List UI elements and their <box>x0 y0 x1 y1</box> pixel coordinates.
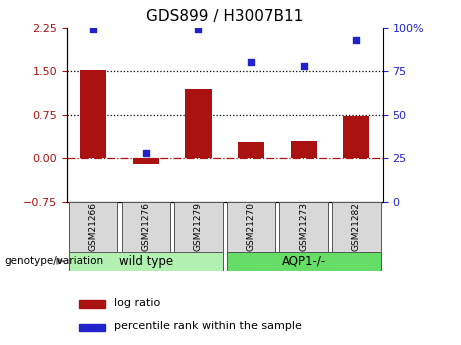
Bar <box>79 324 105 331</box>
Bar <box>343 117 369 158</box>
Text: genotype/variation: genotype/variation <box>5 256 104 266</box>
Text: GSM21282: GSM21282 <box>352 203 361 251</box>
Bar <box>79 300 105 307</box>
Point <box>248 60 255 65</box>
Text: percentile rank within the sample: percentile rank within the sample <box>114 321 302 331</box>
Text: log ratio: log ratio <box>114 297 160 307</box>
Point <box>195 27 202 32</box>
Bar <box>290 141 317 158</box>
Bar <box>133 158 159 164</box>
Text: GSM21273: GSM21273 <box>299 202 308 252</box>
Point <box>89 27 97 32</box>
Point <box>300 63 307 69</box>
Bar <box>122 202 170 252</box>
Bar <box>227 252 380 271</box>
Title: GDS899 / H3007B11: GDS899 / H3007B11 <box>146 9 303 24</box>
Text: AQP1-/-: AQP1-/- <box>282 255 326 268</box>
Text: GSM21279: GSM21279 <box>194 202 203 252</box>
Bar <box>69 252 223 271</box>
Bar <box>238 142 264 158</box>
Point <box>142 150 149 156</box>
Bar <box>80 70 106 158</box>
Bar <box>332 202 380 252</box>
Text: wild type: wild type <box>119 255 173 268</box>
Text: GSM21270: GSM21270 <box>247 202 255 252</box>
Text: GSM21276: GSM21276 <box>141 202 150 252</box>
Bar <box>69 202 118 252</box>
Bar <box>174 202 223 252</box>
Bar <box>279 202 328 252</box>
Bar <box>185 89 212 158</box>
Bar <box>227 202 275 252</box>
Text: GSM21266: GSM21266 <box>89 202 98 252</box>
Point <box>353 37 360 42</box>
